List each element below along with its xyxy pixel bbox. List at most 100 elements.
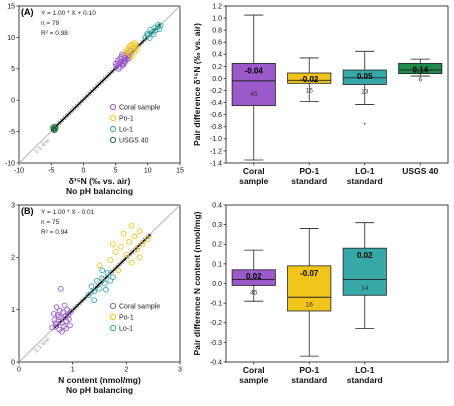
y-tick-label: -0.2: [210, 88, 222, 95]
category-label: PO-1: [299, 365, 319, 375]
box: [342, 69, 387, 85]
category-label: LO-1: [355, 166, 375, 176]
category-sublabel: standard: [291, 176, 327, 186]
x-tick-label: 2: [124, 367, 128, 374]
category-sublabel: standard: [347, 375, 383, 385]
data-point: [144, 30, 151, 37]
outlier-point: [364, 123, 366, 125]
data-point: [93, 278, 100, 284]
data-point: [139, 241, 146, 248]
data-point: [107, 257, 114, 263]
y-tick-label: -1.2: [210, 148, 222, 155]
data-point: [110, 274, 116, 281]
sample-size-label: 15: [306, 87, 314, 94]
category-label: Coral: [243, 365, 265, 375]
mean-value-label: -0.07: [300, 269, 319, 278]
data-point: [151, 25, 158, 31]
box: [231, 62, 276, 107]
y-tick-label: 0.2: [212, 64, 222, 71]
data-point: [155, 21, 161, 28]
y-axis-label: Pair difference δ¹⁵N (‰ vs. air): [192, 23, 202, 146]
regression-equation: Y = 1.00 * X - 0.01: [41, 209, 95, 216]
y-tick-label: 3: [11, 202, 15, 209]
category-sublabel: standard: [347, 176, 383, 186]
confidence-band-upper: [49, 22, 160, 130]
legend-marker: [109, 103, 117, 111]
y-tick-label: 5: [11, 66, 15, 73]
legend-marker: [109, 125, 117, 133]
panel-label: (A): [21, 7, 34, 17]
data-point: [56, 307, 63, 314]
data-point: [91, 288, 97, 295]
data-point: [107, 278, 114, 284]
data-point: [67, 322, 73, 329]
data-point: [118, 244, 124, 250]
y-tick-label: 1.2: [212, 3, 222, 10]
y-tick-label: 0: [11, 359, 15, 366]
box: [342, 247, 387, 296]
x-tick-label: 1: [71, 367, 75, 374]
data-point: [59, 328, 65, 335]
y-tick-label: -10: [5, 160, 15, 167]
y-tick-label: 0: [11, 98, 15, 105]
data-point: [124, 48, 131, 55]
data-point: [102, 280, 108, 287]
mean-value-label: 0.02: [357, 251, 373, 260]
sample-size-label: 45: [250, 91, 258, 98]
y-tick-label: -0.4: [210, 100, 222, 107]
data-point: [52, 320, 59, 327]
boxplot-panel-b: -0.4 -0.3 -0.2 -0.1 0.0 0.1 0.2 0.3 0.4 Pair diff…: [192, 202, 449, 385]
regression-line: [50, 23, 162, 132]
regression-equation: Y = 1.00 * X + 0.10: [41, 10, 96, 17]
sample-size-label: 45: [250, 289, 258, 296]
y-tick-label: 0.8: [212, 28, 222, 35]
data-point: [55, 314, 62, 320]
legend-label: Lo-1: [119, 325, 133, 332]
box: [287, 265, 332, 312]
data-point: [128, 259, 135, 266]
data-point: [96, 285, 103, 292]
data-point: [115, 267, 122, 274]
y-tick-label: -0.1: [210, 301, 222, 308]
category-sublabel: sample: [239, 375, 269, 385]
legend-marker: [109, 313, 117, 321]
data-point: [157, 22, 164, 29]
data-point: [103, 286, 109, 293]
x-axis-sublabel: No pH balancing: [66, 385, 133, 395]
sample-size-label: 13: [361, 89, 369, 96]
mean-value-label: 0.14: [412, 65, 428, 74]
data-point: [99, 267, 106, 274]
x-axis-sublabel: No pH balancing: [66, 186, 133, 196]
category-sublabel: standard: [291, 375, 327, 385]
data-point: [51, 126, 58, 132]
data-point: [112, 249, 119, 255]
x-tick-label: 15: [176, 168, 184, 175]
data-point: [146, 35, 153, 41]
legend-label: Po-1: [119, 115, 134, 122]
data-point: [110, 241, 116, 248]
x-tick-label: 0: [81, 168, 85, 175]
y-tick-label: 15: [7, 3, 15, 10]
x-tick-label: 0: [17, 367, 21, 374]
data-point: [63, 325, 70, 332]
y-tick-label: 0.0: [212, 281, 222, 288]
y-tick-label: 0.0: [212, 76, 222, 83]
y-tick-label: -5: [9, 129, 15, 136]
data-point: [121, 60, 127, 67]
mean-value-label: -0.04: [245, 66, 264, 75]
y-axis-label: Pair difference N content (nmol/mg): [192, 211, 202, 355]
data-point: [104, 270, 111, 276]
x-axis-label: δ¹⁵N (‰ vs. air): [69, 176, 131, 186]
data-point: [61, 302, 68, 309]
y-tick-label: -0.6: [210, 112, 222, 119]
y-tick-label: -0.3: [210, 340, 222, 347]
legend-marker: [109, 114, 117, 122]
data-point: [88, 283, 95, 289]
sample-count: n = 75: [41, 219, 60, 226]
data-point: [128, 53, 135, 60]
legend-marker: [109, 302, 117, 310]
sample-size-label: 6: [418, 77, 422, 84]
data-point: [58, 285, 64, 292]
